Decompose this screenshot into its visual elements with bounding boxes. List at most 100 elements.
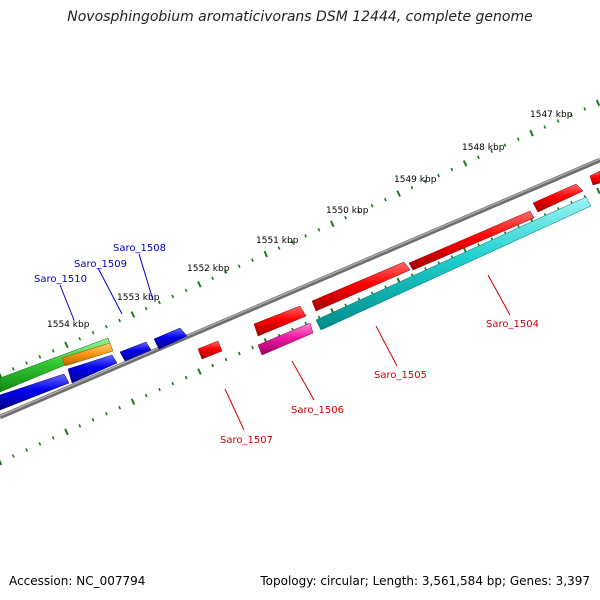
ruler-upper-minor-tick <box>583 107 587 111</box>
ruler-label-1551: 1551 kbp <box>256 236 299 246</box>
gene-saro-1504-arrow-b[interactable] <box>532 183 584 213</box>
callout-saro-1505 <box>375 325 398 367</box>
ruler-upper-minor-tick <box>158 300 161 305</box>
gene-label-saro-1509: Saro_1509 <box>74 259 127 270</box>
ruler-lower-minor-tick <box>11 454 15 458</box>
accession-text: Accession: NC_007794 <box>9 574 146 588</box>
ruler-upper-major-tick <box>529 129 534 137</box>
ruler-lower-minor-tick <box>25 448 29 452</box>
ruler-upper-minor-tick <box>171 294 175 299</box>
ruler-lower-minor-tick <box>237 351 241 356</box>
ruler-upper-major-tick <box>396 190 401 197</box>
ruler-upper-major-tick <box>263 250 269 258</box>
gene-saro-1507-arrow-a[interactable] <box>253 305 307 337</box>
ruler-upper-minor-tick <box>357 209 361 214</box>
callout-saro-1509 <box>97 267 123 315</box>
gene-label-saro-1504: Saro_1504 <box>486 319 539 330</box>
genome-title: Novosphingobium aromaticivorans DSM 1244… <box>67 9 533 25</box>
ruler-upper-minor-tick <box>78 336 82 341</box>
ruler-upper-minor-tick <box>370 203 374 208</box>
ruler-upper-minor-tick <box>344 215 347 220</box>
ruler-upper <box>0 99 600 379</box>
ruler-label-1549: 1549 kbp <box>394 175 437 185</box>
ruler-label-1548: 1548 kbp <box>462 143 505 153</box>
ruler-upper-minor-tick <box>51 349 55 353</box>
ruler-lower-major-tick <box>0 459 3 466</box>
ruler-lower-minor-tick <box>184 375 188 380</box>
ruler-upper-minor-tick <box>38 355 42 359</box>
ruler-label-1547: 1547 kbp <box>530 110 573 120</box>
callout-saro-1510 <box>59 284 75 321</box>
ruler-upper-minor-tick <box>237 264 241 268</box>
gene-saro-1509-arrow[interactable] <box>119 341 152 362</box>
ruler-lower-major-tick <box>64 428 69 436</box>
ruler-upper-major-tick <box>197 280 202 288</box>
ruler-upper-minor-tick <box>304 234 308 238</box>
ruler-lower-major-tick <box>130 398 136 406</box>
ruler-upper-minor-tick <box>503 143 507 148</box>
ruler-lower-major-tick <box>596 187 600 195</box>
ruler-lower-minor-tick <box>211 363 215 368</box>
ruler-lower-minor-tick <box>251 345 255 350</box>
ruler-upper-minor-tick <box>437 173 440 178</box>
ruler-upper-minor-tick <box>144 306 148 311</box>
gene-label-saro-1508: Saro_1508 <box>113 243 166 254</box>
ruler-label-1550: 1550 kbp <box>326 206 369 216</box>
ruler-upper-minor-tick <box>91 330 95 335</box>
gene-saro-1505-arrow[interactable] <box>315 196 592 331</box>
callout-saro-1504 <box>487 274 511 316</box>
ruler-label-1552: 1552 kbp <box>187 264 230 274</box>
ruler-upper-minor-tick <box>118 318 122 323</box>
ruler-upper-minor-tick <box>11 367 15 371</box>
gene-saro-1504-arrow-a[interactable] <box>408 210 535 271</box>
callout-saro-1506 <box>291 360 315 401</box>
gene-label-saro-1507: Saro_1507 <box>220 435 273 446</box>
ruler-lower-minor-tick <box>144 393 148 398</box>
genome-summary-text: Topology: circular; Length: 3,561,584 bp… <box>260 574 590 588</box>
ruler-upper-minor-tick <box>490 149 494 154</box>
gene-label-saro-1510: Saro_1510 <box>34 274 87 285</box>
ruler-upper-minor-tick <box>556 119 560 123</box>
ruler-lower-minor-tick <box>104 411 108 416</box>
ruler-upper-major-tick <box>64 341 69 349</box>
ruler-label-1553: 1553 kbp <box>117 293 160 303</box>
ruler-lower-minor-tick <box>224 357 228 362</box>
ruler-upper-major-tick <box>329 220 335 228</box>
gene-label-saro-1506: Saro_1506 <box>291 405 344 416</box>
ruler-upper-minor-tick <box>476 155 480 160</box>
ruler-upper-major-tick <box>462 160 468 167</box>
ruler-upper-minor-tick <box>383 197 387 202</box>
ruler-upper-minor-tick <box>516 137 520 141</box>
ruler-upper-minor-tick <box>184 288 188 293</box>
gene-saro-1507-arrow-b[interactable] <box>197 340 223 360</box>
ruler-upper-minor-tick <box>251 258 254 262</box>
ruler-upper-minor-tick <box>543 125 547 129</box>
gene-saro-1510-arrow-a[interactable] <box>67 354 118 384</box>
ruler-upper-minor-tick <box>423 179 427 184</box>
ruler-upper-minor-tick <box>25 361 28 365</box>
ruler-upper-minor-tick <box>570 113 573 117</box>
gene-saro-1506-arrow[interactable] <box>257 322 314 356</box>
ruler-lower-minor-tick <box>91 417 95 422</box>
ruler-lower-minor-tick <box>51 436 55 440</box>
ruler-upper-minor-tick <box>410 185 414 190</box>
ruler-lower-minor-tick <box>171 381 175 386</box>
ruler-upper-major-tick <box>0 372 3 379</box>
ruler-lower-minor-tick <box>38 442 42 446</box>
ruler-upper-minor-tick <box>277 246 281 250</box>
gene-saro-1504-arrow-d[interactable] <box>311 261 411 312</box>
gene-saro-1510-arrow-b[interactable] <box>0 373 70 411</box>
ruler-upper-minor-tick <box>104 324 108 329</box>
gene-saro-1508-arrow[interactable] <box>153 327 188 350</box>
ruler-label-1554: 1554 kbp <box>47 320 90 330</box>
ruler-lower-minor-tick <box>158 387 161 392</box>
genome-backbone <box>0 157 600 420</box>
ruler-upper-minor-tick <box>211 276 215 281</box>
ruler-lower-major-tick <box>197 368 202 375</box>
ruler-lower-minor-tick <box>78 424 82 428</box>
gene-orange-arrow[interactable] <box>61 342 114 367</box>
gene-label-saro-1505: Saro_1505 <box>374 370 427 381</box>
gene-saro-1504-arrow-c[interactable] <box>589 170 600 186</box>
ruler-upper-minor-tick <box>290 240 294 244</box>
